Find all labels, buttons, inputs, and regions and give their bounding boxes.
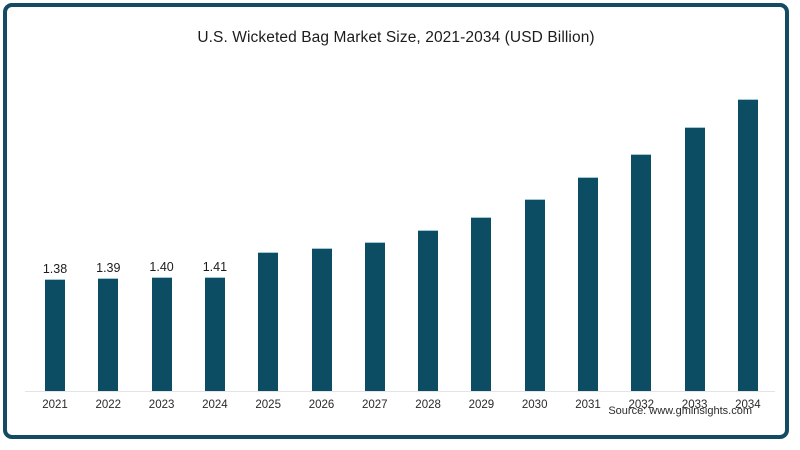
x-axis-tick-label: 2021 [42,399,68,411]
x-axis-tick-label: 2028 [415,399,441,411]
x-axis-tick-label: 2024 [202,399,228,411]
x-axis-tick-label: 2025 [255,399,281,411]
bar[interactable] [311,247,332,391]
x-axis-tick-label: 2022 [95,399,122,411]
source-note: Source: www.gminsights.com [608,405,752,417]
bar-value-label: 1.41 [202,259,228,274]
bar[interactable] [737,98,758,391]
x-axis-tick-label: 2023 [148,399,175,411]
x-axis-tick-label: 2027 [362,399,388,411]
bar[interactable] [364,242,385,391]
bar[interactable] [631,153,652,391]
bar[interactable] [471,217,492,391]
x-axis-tick-label: 2031 [575,399,601,411]
x-axis-tick-label: 2032 [628,399,655,411]
x-axis-line [25,391,775,392]
x-axis-tick-label: 2030 [521,399,548,411]
x-axis-tick-label: 2033 [681,399,708,411]
bar-value-label: 1.38 [42,262,68,277]
x-axis-tick-label: 2034 [735,399,761,411]
x-axis-tick-label: 2029 [468,399,495,411]
bar[interactable] [684,127,705,391]
bar[interactable] [45,279,65,391]
chart-title: U.S. Wicketed Bag Market Size, 2021-2034… [197,29,595,46]
chart-card: U.S. Wicketed Bag Market Size, 2021-2034… [3,3,789,439]
x-axis-tick-label: 2026 [308,399,335,411]
bar[interactable] [524,199,545,391]
bar-value-label: 1.39 [96,261,121,276]
bar[interactable] [258,251,279,391]
bar[interactable] [151,277,172,391]
bar[interactable] [98,278,119,391]
bar-value-label: 1.40 [149,260,174,275]
bar[interactable] [418,230,439,391]
bar[interactable] [578,176,598,391]
plot-area: 1.38 1.39 1.40 1.41 2021 2022 2023 2024 2025 202… [7,7,793,443]
bar[interactable] [204,276,225,391]
